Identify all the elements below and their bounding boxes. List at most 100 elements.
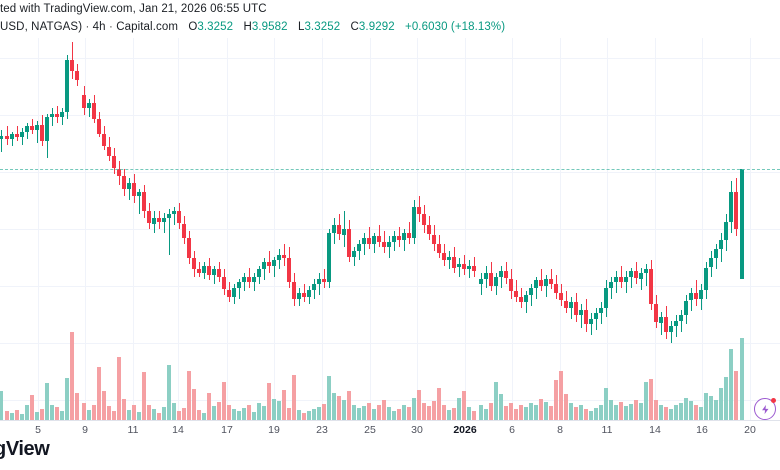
- candle-body: [362, 238, 366, 244]
- candle-body: [569, 302, 573, 308]
- horizontal-gridline: [0, 229, 780, 230]
- volume-bar: [247, 404, 251, 420]
- candle-body: [367, 238, 371, 244]
- volume-bar: [422, 402, 426, 420]
- candle-wick: [646, 263, 647, 286]
- candle-body: [377, 236, 381, 242]
- candle-wick: [459, 258, 460, 277]
- candle-body: [714, 249, 718, 259]
- candle-wick: [319, 273, 320, 295]
- candle-wick: [164, 212, 165, 233]
- candle-body: [509, 278, 513, 292]
- candle-body: [614, 276, 618, 283]
- time-axis-tick: 8: [557, 424, 563, 436]
- legend-close-value: 3.9292: [358, 21, 395, 33]
- candle-body: [147, 210, 151, 224]
- candle-body: [232, 287, 236, 297]
- candle-body: [262, 262, 266, 270]
- close-price-line: [0, 168, 780, 170]
- candle-body: [684, 300, 688, 316]
- candle-body: [10, 133, 14, 140]
- time-axis-tick: 16: [696, 424, 708, 436]
- volume-bar: [584, 408, 588, 420]
- volume-bar: [719, 388, 723, 420]
- volume-bar: [549, 405, 553, 420]
- candle-wick: [481, 273, 482, 295]
- candle-body: [97, 119, 101, 134]
- time-axis-tick: 30: [411, 424, 423, 436]
- candle-body: [544, 278, 548, 286]
- volume-bar: [147, 404, 151, 420]
- volume-bar: [157, 412, 161, 420]
- volume-bar: [664, 406, 668, 420]
- chart-plot-area[interactable]: [0, 38, 780, 420]
- candle-wick: [601, 302, 602, 325]
- candle-wick: [344, 210, 345, 248]
- volume-bar: [82, 402, 86, 420]
- time-axis-tick: 5: [35, 424, 41, 436]
- candle-body: [357, 243, 361, 251]
- volume-bar: [282, 390, 286, 420]
- candle-wick: [274, 256, 275, 277]
- volume-bar: [142, 371, 146, 420]
- volume-bar: [659, 404, 663, 420]
- candle-body: [619, 276, 623, 283]
- candle-body: [679, 315, 683, 321]
- horizontal-gridline: [0, 286, 780, 287]
- candle-body: [282, 254, 286, 259]
- volume-bar: [102, 391, 106, 420]
- candle-body: [197, 269, 201, 273]
- volume-bar: [452, 407, 456, 420]
- candle-wick: [244, 273, 245, 292]
- candle-body: [40, 124, 44, 141]
- volume-bar: [327, 376, 331, 420]
- volume-bar: [152, 408, 156, 420]
- legend-open-value: 3.3252: [197, 21, 234, 33]
- attribution-text: ted with TradingView.com, Jan 21, 2026 0…: [0, 3, 267, 15]
- candle-wick: [616, 271, 617, 294]
- volume-bar: [332, 393, 336, 420]
- candle-body: [484, 273, 488, 279]
- volume-bar: [609, 399, 613, 420]
- volume-bar: [432, 400, 436, 420]
- candle-body: [70, 60, 74, 72]
- candle-body: [247, 276, 251, 283]
- candle-body: [539, 280, 543, 286]
- candle-body: [127, 183, 131, 189]
- flash-alert-icon[interactable]: [754, 398, 776, 420]
- volume-bar: [272, 398, 276, 420]
- legend-interval[interactable]: 4h: [92, 21, 106, 33]
- candle-wick: [661, 311, 662, 336]
- volume-bar: [479, 404, 483, 420]
- volume-bar: [162, 406, 166, 420]
- horizontal-gridline: [0, 58, 780, 59]
- volume-bar: [412, 397, 416, 420]
- candle-body: [699, 289, 703, 299]
- candle-body: [644, 269, 648, 273]
- volume-bar: [87, 409, 91, 420]
- time-axis[interactable]: 5 9 11 14 17 19 23 25 30 2026 6 8 11 14 16 20: [0, 420, 780, 443]
- volume-bar: [45, 383, 49, 420]
- volume-bar: [75, 393, 79, 420]
- volume-bar: [684, 397, 688, 420]
- time-axis-tick: 11: [127, 424, 139, 436]
- candle-body: [599, 307, 603, 314]
- volume-bar: [629, 403, 633, 420]
- volume-bar: [262, 405, 266, 420]
- horizontal-gridline: [0, 115, 780, 116]
- candle-body: [674, 320, 678, 327]
- candlestick-series: [0, 38, 780, 420]
- candle-body: [457, 263, 461, 268]
- candle-body: [117, 168, 121, 176]
- volume-bar: [442, 404, 446, 420]
- volume-bar: [467, 406, 471, 420]
- volume-bar: [654, 399, 658, 420]
- candle-body: [35, 124, 39, 130]
- candle-body: [397, 236, 401, 240]
- candle-body: [417, 207, 421, 215]
- volume-bar: [529, 402, 533, 420]
- volume-bar: [509, 402, 513, 420]
- candle-wick: [52, 108, 53, 127]
- volume-bar: [357, 407, 361, 420]
- candle-body: [5, 135, 9, 140]
